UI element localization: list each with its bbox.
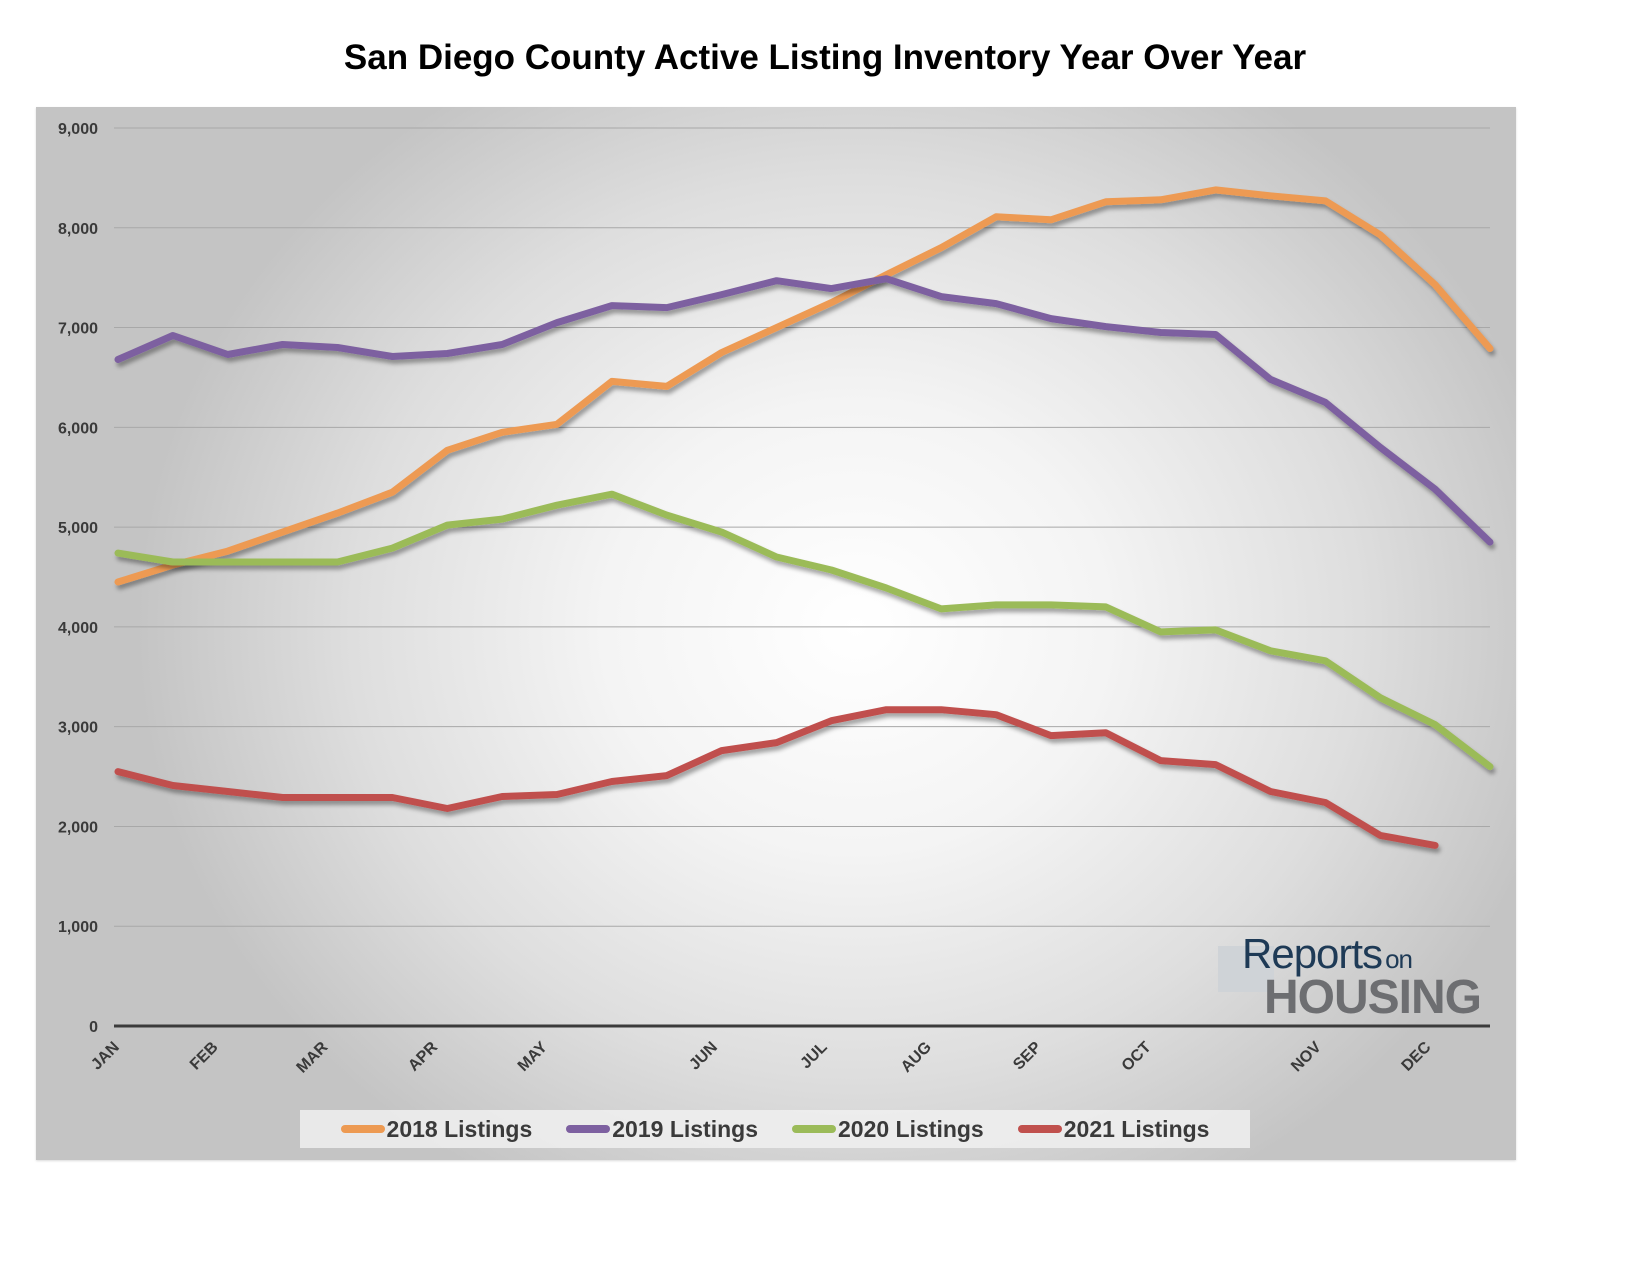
legend-item: 2019 Listings [566,1116,758,1143]
chart-legend: 2018 Listings 2019 Listings 2020 Listings 2… [300,1110,1250,1148]
legend-item: 2021 Listings [1017,1115,1210,1143]
x-tick-label: JUN [686,1039,721,1074]
series-line-2018 [114,186,1494,586]
series-line-2019 [114,275,1494,546]
series-lines [114,186,1494,849]
y-tick-label: 9,000 [58,121,98,138]
logo-reports-text: Reports on [1242,930,1413,977]
series-line-2020 [114,490,1494,771]
y-tick-label: 5,000 [58,520,98,537]
legend-item: 2018 Listings [340,1115,533,1143]
y-tick-label: 1,000 [58,919,98,936]
legend-item: 2020 Listings [792,1116,984,1143]
legend-swatch [792,1125,836,1133]
logo-housing-text: HOUSING [1264,971,1482,1024]
x-tick-label: SEP [1010,1039,1045,1074]
y-tick-label: 6,000 [58,420,98,437]
x-tick-label: MAR [294,1038,332,1076]
y-axis-labels: 0 1,000 2,000 3,000 4,000 5,000 6,000 7,000 8,00… [58,121,98,1036]
x-tick-label: APR [405,1038,441,1074]
y-tick-label: 3,000 [58,720,98,737]
legend-label: 2021 Listings [1063,1115,1210,1142]
series-line-2021 [114,706,1439,849]
x-axis-labels: JAN FEB MAR APR MAY JUN JUL AUG SEP OCT NOV DEC [88,1038,1435,1076]
x-tick-label: JAN [88,1039,123,1074]
y-tick-label: 2,000 [58,819,98,836]
y-tick-label: 7,000 [58,321,98,338]
legend-label: 2019 Listings [612,1115,758,1142]
x-tick-label: AUG [898,1039,935,1076]
legend-label: 2020 Listings [838,1115,984,1142]
y-tick-label: 4,000 [58,620,98,637]
x-tick-label: OCT [1119,1039,1155,1075]
legend-swatch [340,1125,385,1133]
gridlines [114,127,1490,1028]
y-tick-label: 8,000 [58,221,98,238]
logo-chart-icon [1218,946,1274,992]
legend-swatch [566,1125,611,1133]
legend-swatch [1017,1125,1062,1133]
x-tick-label: NOV [1288,1039,1325,1076]
chart-title: San Diego County Active Listing Inventor… [343,38,1307,77]
y-tick-label: 0 [89,1019,98,1036]
x-tick-label: FEB [187,1039,222,1074]
legend-label: 2018 Listings [386,1115,533,1142]
x-tick-label: JUL [797,1039,831,1073]
x-tick-label: MAY [515,1039,551,1075]
reports-on-housing-logo: Reports on HOUSING [1216,928,1482,1024]
x-tick-label: DEC [1399,1038,1435,1074]
